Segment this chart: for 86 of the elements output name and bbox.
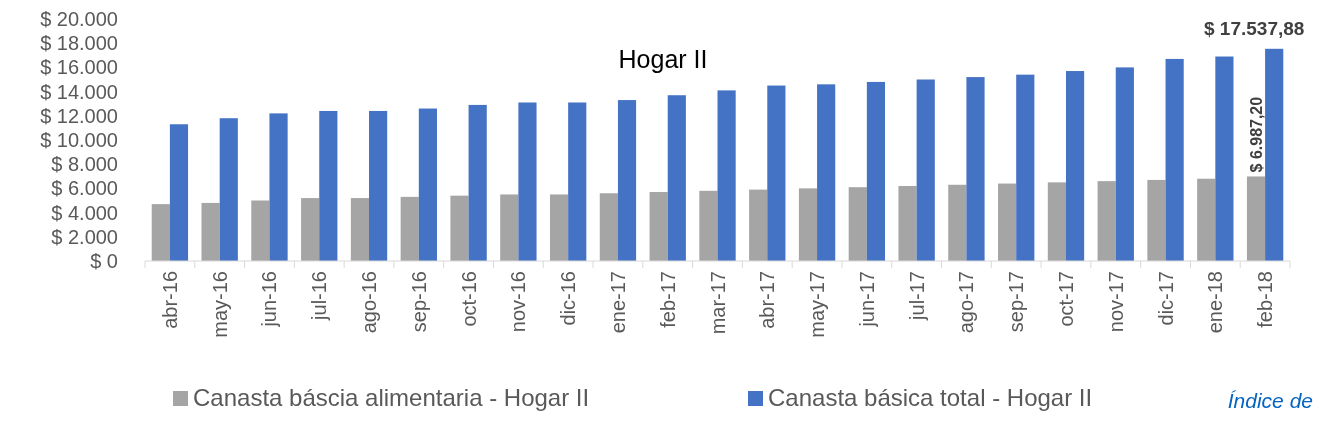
x-tick-label: may-16 — [208, 271, 231, 338]
bar — [269, 113, 288, 261]
y-tick-label: $ 16.000 — [40, 56, 118, 79]
y-tick-label: $ 0 — [90, 250, 118, 272]
x-tick-label: ago-16 — [358, 271, 381, 334]
bar — [518, 102, 537, 261]
bar — [798, 188, 818, 261]
bar — [169, 124, 189, 261]
y-tick-label: $ 6.000 — [51, 177, 118, 200]
bar — [599, 193, 618, 261]
bar — [319, 110, 338, 261]
bar — [500, 194, 519, 261]
x-tick-label: ago-17 — [955, 271, 978, 334]
bar — [151, 204, 170, 261]
x-tick-label: jun-16 — [258, 271, 281, 328]
bar — [219, 118, 238, 261]
bar — [848, 187, 867, 261]
bar — [201, 202, 220, 261]
bar — [1246, 176, 1266, 261]
bar — [1115, 67, 1134, 261]
bar — [998, 183, 1017, 261]
y-tick-label: $ 8.000 — [51, 153, 118, 176]
bar — [1016, 74, 1035, 261]
x-tick-label: ene-18 — [1204, 271, 1227, 334]
text: Hogar II — [618, 45, 708, 73]
x-tick-label: nov-16 — [507, 271, 530, 333]
bar — [898, 185, 917, 261]
bar — [649, 192, 668, 261]
bar — [948, 184, 967, 261]
bar — [1147, 179, 1166, 261]
x-tick-label: sep-16 — [407, 271, 430, 333]
data-label: $ 17.537,88 — [1204, 17, 1305, 39]
x-tick-label: may-17 — [806, 271, 829, 338]
bar — [350, 198, 370, 261]
y-tick-label: $ 18.000 — [40, 32, 118, 55]
bar — [1097, 181, 1116, 261]
x-tick-label: oct-17 — [1054, 271, 1077, 327]
x-tick-label: abr-17 — [756, 271, 779, 329]
bar — [1047, 182, 1066, 261]
text: Índice de — [1227, 389, 1313, 412]
y-tick-label: $ 10.000 — [40, 129, 118, 151]
bar — [1065, 71, 1085, 261]
bar — [1215, 56, 1234, 261]
bar — [699, 190, 718, 261]
x-tick-label: feb-17 — [656, 271, 679, 328]
x-tick-label: jun-17 — [855, 271, 878, 328]
x-tick-label: oct-16 — [457, 271, 480, 327]
bar — [450, 195, 469, 261]
x-tick-label: feb-18 — [1254, 271, 1277, 328]
bar — [767, 85, 786, 261]
x-tick-label: nov-17 — [1104, 271, 1127, 333]
bar — [717, 90, 736, 261]
x-tick-label: sep-17 — [1005, 271, 1028, 333]
bar — [418, 108, 437, 261]
data-label: $ 6.987,20 — [1248, 96, 1266, 173]
bar — [866, 81, 886, 261]
bar — [1165, 58, 1184, 261]
y-tick-label: $ 2.000 — [51, 225, 118, 248]
bar — [749, 189, 768, 261]
x-tick-label: abr-16 — [158, 271, 181, 329]
bar — [966, 77, 985, 261]
bar — [568, 102, 587, 261]
x-tick-label: jul-16 — [308, 271, 331, 321]
x-tick-label: ene-17 — [606, 271, 629, 334]
bar — [400, 196, 419, 261]
bar — [817, 84, 836, 261]
bar — [617, 100, 637, 261]
bar — [1265, 48, 1284, 261]
y-tick-label: $ 12.000 — [40, 104, 118, 127]
bar — [916, 79, 935, 261]
bar — [251, 200, 270, 261]
x-tick-label: jul-17 — [905, 271, 928, 321]
bar — [468, 104, 487, 261]
x-tick-label: mar-17 — [706, 271, 729, 335]
y-tick-label: $ 14.000 — [40, 80, 118, 103]
y-tick-label: $ 4.000 — [51, 201, 118, 224]
x-tick-label: dic-16 — [557, 271, 580, 326]
bar — [549, 194, 569, 261]
legend-label: Canasta básica total - Hogar II — [768, 384, 1093, 411]
x-tick-label: dic-17 — [1154, 271, 1177, 326]
legend-label: Canasta báscia alimentaria - Hogar II — [193, 384, 590, 411]
bar — [667, 95, 686, 261]
bar — [301, 198, 320, 261]
bar — [1197, 178, 1216, 261]
bar — [369, 110, 388, 261]
y-tick-label: $ 20.000 — [40, 8, 118, 30]
